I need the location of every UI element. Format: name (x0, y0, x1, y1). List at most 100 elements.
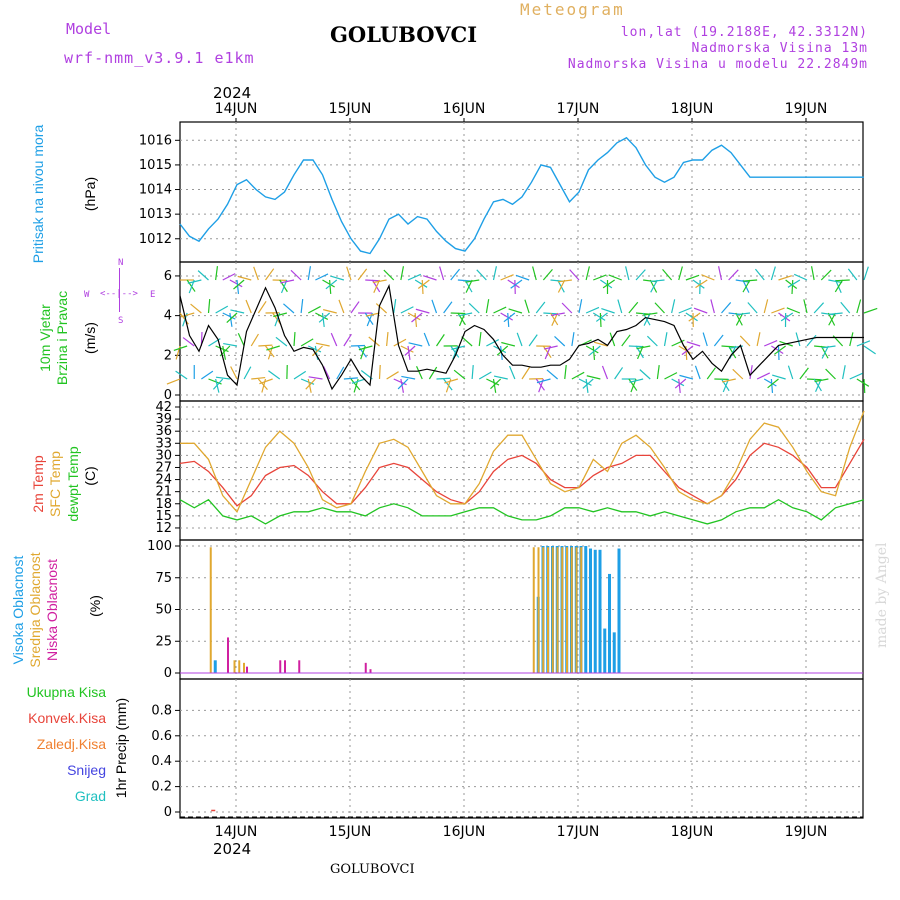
cloud-bar (547, 547, 549, 673)
wind-arrow (492, 266, 497, 281)
cloud-bar (584, 546, 588, 673)
wind-arrow (863, 345, 876, 355)
wind-arrow (350, 378, 361, 391)
precip-label-hail: Grad (74, 788, 106, 804)
cloud-bar (556, 547, 559, 673)
cloud-bar (570, 547, 573, 673)
wind-arrow (821, 345, 836, 349)
wind-arrow (290, 269, 302, 281)
wind-arrow (323, 309, 337, 314)
wind-arrow (493, 306, 507, 314)
wind-arrow (695, 279, 708, 289)
cloud-bar (603, 628, 607, 673)
wind-arrow (393, 338, 407, 347)
wind-arrow (671, 299, 676, 314)
cloud-bar (617, 548, 621, 673)
wind-arrow (436, 377, 451, 380)
wind-arrow (378, 364, 381, 380)
cloud-bar (575, 547, 578, 673)
year-top-label: 2024 (213, 84, 252, 102)
wind-arrow (401, 375, 416, 380)
wind-arrow (595, 312, 608, 322)
wind-arrow (585, 266, 590, 281)
wind-arrow (635, 269, 646, 281)
wind-arrow (253, 266, 259, 281)
wind-arrow (368, 336, 380, 347)
wind-arrow (786, 307, 801, 314)
wind-arrow (550, 312, 565, 317)
wind-arrow (343, 377, 358, 380)
wind-arrow (650, 279, 658, 293)
wind-arrow (736, 312, 751, 316)
wind-arrow (186, 279, 196, 292)
wind-arrow (849, 372, 863, 380)
wind-arrow (215, 266, 219, 281)
wind-arrow (180, 312, 195, 318)
cloud-bar (213, 660, 217, 673)
wind-arrow (201, 370, 214, 380)
wind-arrow (318, 312, 331, 323)
wind-arrow (315, 312, 329, 320)
footer-station: GOLUBOVCI (330, 862, 415, 877)
cloud-bar (598, 549, 602, 673)
wind-arrow (582, 378, 594, 389)
y-tick-label: 24 (155, 473, 172, 488)
wind-arrow (222, 273, 236, 281)
wind-arrow (407, 312, 421, 321)
wind-arrow (215, 376, 230, 380)
y-axis-r: 0 0.2 0.4 0.6 0.8 (151, 703, 863, 820)
wind-arrow (258, 344, 273, 347)
wind-arrow (416, 365, 423, 380)
wind-arrow (628, 301, 639, 314)
wind-arrow (173, 345, 188, 352)
wind-arrow (308, 376, 323, 380)
wind-arrow (465, 279, 473, 293)
wind-arrow (166, 378, 181, 385)
wind-arrow (364, 312, 374, 325)
wind-arrow (187, 279, 202, 284)
wind-arrow (554, 336, 566, 347)
wind-arrow (543, 345, 558, 350)
wind-arrow (756, 332, 761, 347)
wind-arrow (793, 273, 808, 281)
date-label-top: 17JUN (557, 101, 600, 117)
wind-arrow (272, 312, 282, 325)
wind-arrow (849, 332, 854, 347)
compass-vertical-icon (119, 268, 120, 312)
wind-arrow (358, 345, 373, 351)
wind-arrow (614, 367, 624, 380)
wind-arrow (516, 332, 523, 347)
y-tick-label: 4 (164, 309, 172, 324)
y-tick-label: 27 (155, 460, 172, 475)
precip-label-snow: Snijeg (67, 762, 106, 778)
wind-arrow (702, 332, 708, 347)
date-label-top: 15JUN (329, 101, 372, 117)
wind-arrow (397, 378, 409, 390)
cloud-bar (227, 637, 229, 673)
wind-arrow (417, 279, 430, 289)
wind-arrow (257, 378, 268, 391)
wind-arrow (415, 308, 430, 314)
wind-arrow (524, 299, 530, 314)
wind-arrow (592, 345, 596, 360)
wind-arrow (863, 378, 866, 394)
wind-arrow (423, 332, 430, 347)
wind-arrow (508, 365, 516, 380)
cloud-bar (608, 573, 611, 673)
wind-arrow (840, 301, 851, 314)
wind-arrow (718, 266, 723, 281)
model-altitude-label: Nadmorska Visina u modelu 22.2849m (567, 57, 868, 72)
wind-arrow (542, 268, 553, 281)
wind-arrow (237, 333, 245, 347)
wind-arrow (400, 378, 405, 393)
wind-arrow (478, 332, 482, 347)
wind-arrow (275, 336, 288, 347)
wind-arrow (325, 279, 338, 290)
wind-arrow (279, 279, 288, 293)
wind-arrow (458, 312, 473, 317)
cloud-bar (246, 666, 248, 673)
wind-arrow (515, 274, 530, 281)
wind-arrow (771, 345, 784, 355)
wind-arrow (230, 366, 238, 380)
